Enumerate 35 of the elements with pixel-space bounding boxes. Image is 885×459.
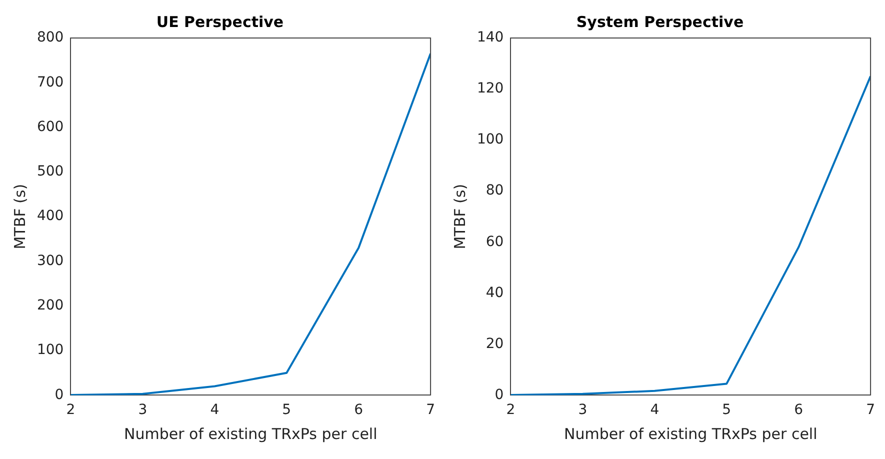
y-tick-label: 500: [36, 164, 64, 180]
x-tick-label: 3: [578, 402, 588, 418]
x-axis-title: Number of existing TRxPs per cell: [564, 424, 818, 443]
x-tick-label: 2: [506, 402, 516, 418]
x-tick-label: 6: [794, 402, 804, 418]
y-tick-label: 100: [36, 342, 64, 358]
y-tick-label: 140: [476, 30, 504, 46]
y-axis-title: MTBF (s): [10, 184, 29, 250]
x-tick-label: 7: [866, 402, 876, 418]
x-tick-label: 5: [282, 402, 292, 418]
y-tick-label: 400: [36, 208, 64, 224]
y-tick-label: 100: [476, 132, 504, 148]
x-tick-label: 5: [722, 402, 732, 418]
y-tick-label: 40: [486, 284, 504, 301]
y-tick-label: 700: [36, 74, 64, 90]
y-tick-label: 120: [476, 80, 504, 97]
chart-title: UE Perspective: [156, 12, 284, 31]
y-tick-label: 200: [36, 298, 64, 314]
x-tick-label: 3: [138, 402, 148, 418]
y-tick-label: 300: [36, 252, 64, 269]
x-tick-label: 4: [650, 402, 660, 418]
chart-title: System Perspective: [576, 12, 744, 31]
y-tick-label: 800: [36, 30, 64, 46]
y-tick-label: 600: [36, 118, 64, 135]
x-tick-label: 4: [210, 402, 220, 418]
y-tick-label: 0: [54, 386, 64, 403]
x-tick-label: 6: [354, 402, 364, 418]
y-tick-label: 20: [486, 336, 504, 352]
x-tick-label: 2: [66, 402, 76, 418]
x-axis-title: Number of existing TRxPs per cell: [124, 424, 378, 443]
y-tick-label: 0: [494, 386, 504, 403]
x-tick-label: 7: [426, 402, 436, 418]
y-tick-label: 60: [486, 234, 504, 250]
y-tick-label: 80: [486, 182, 504, 199]
y-axis-title: MTBF (s): [450, 184, 469, 250]
